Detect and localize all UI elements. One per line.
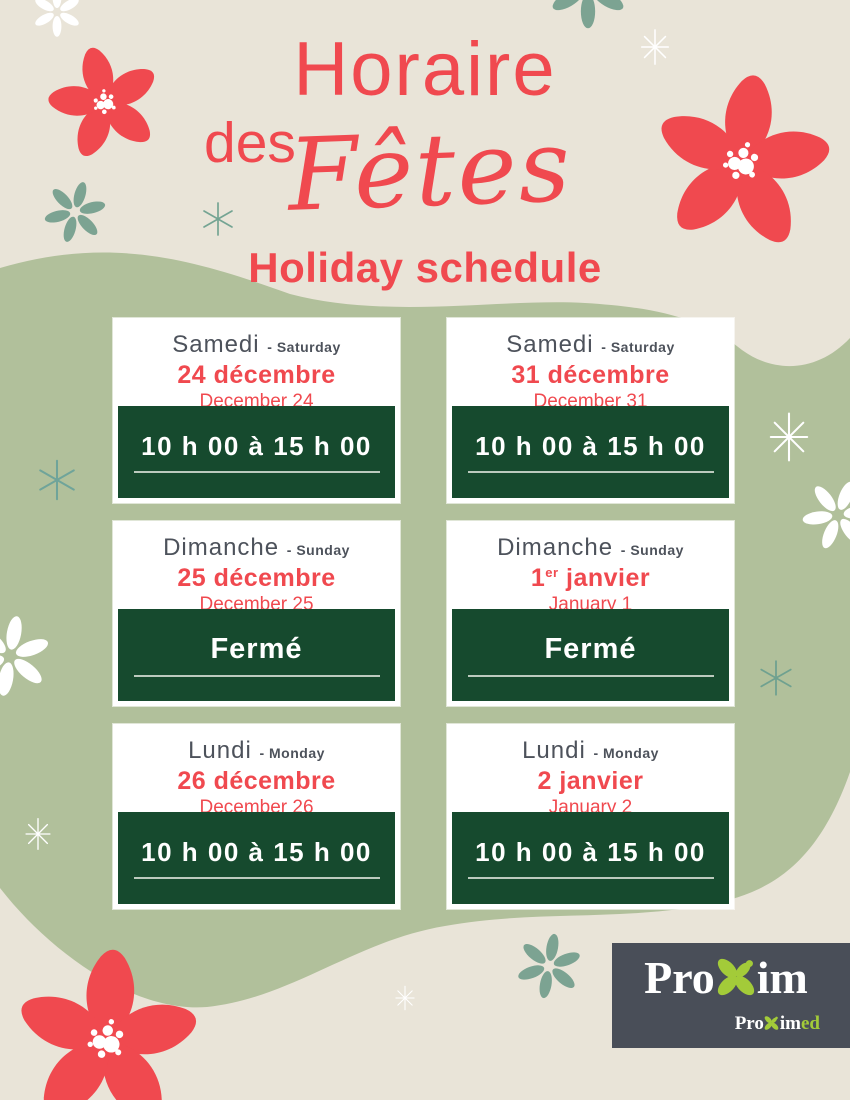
hours-text: 10 h 00 à 15 h 00 bbox=[475, 431, 706, 461]
day-fr: Lundi bbox=[188, 737, 252, 764]
schedule-card-jan1: Dimanche - Sunday 1er janvier January 1 … bbox=[447, 521, 734, 706]
teal-flower-bottom-center bbox=[512, 928, 586, 1004]
date-fr: 2 janvier bbox=[537, 767, 644, 795]
schedule-card-dec31: Samedi - Saturday 31 décembre December 3… bbox=[447, 318, 734, 503]
day-en: - Sunday bbox=[286, 542, 350, 558]
hours-text: Fermé bbox=[544, 633, 637, 665]
hours-panel: 10 h 00 à 15 h 00 bbox=[118, 812, 395, 904]
day-en: - Saturday bbox=[267, 339, 341, 355]
title-holiday-schedule: Holiday schedule bbox=[248, 244, 602, 291]
hours-underline bbox=[467, 471, 714, 473]
card-header: Dimanche - Sunday 25 décembre December 2… bbox=[113, 521, 400, 615]
date-fr: 24 décembre bbox=[177, 361, 336, 389]
hours-underline bbox=[467, 877, 714, 879]
hours-text: 10 h 00 à 15 h 00 bbox=[141, 837, 372, 867]
schedule-card-dec24: Samedi - Saturday 24 décembre December 2… bbox=[113, 318, 400, 503]
card-header: Lundi - Monday 2 janvier January 2 bbox=[447, 724, 734, 818]
day-fr: Dimanche bbox=[497, 534, 614, 561]
sub-logo-text-ed: ed bbox=[801, 1013, 820, 1034]
sub-logo-text-im: im bbox=[779, 1013, 801, 1034]
title-des: des bbox=[204, 111, 296, 175]
proxim-x-leaf-icon bbox=[717, 958, 754, 996]
hours-panel: Fermé bbox=[118, 609, 395, 701]
hours-underline bbox=[133, 471, 380, 473]
proximed-wordmark: Pro im ed bbox=[735, 1013, 820, 1035]
date-fr: 1er janvier bbox=[530, 564, 651, 592]
day-en: - Monday bbox=[593, 745, 659, 761]
day-fr: Samedi bbox=[172, 331, 260, 358]
hours-panel: 10 h 00 à 15 h 00 bbox=[452, 812, 729, 904]
card-header: Dimanche - Sunday 1er janvier January 1 bbox=[447, 521, 734, 615]
teal-sparkle-top-left bbox=[203, 202, 233, 236]
hours-underline bbox=[133, 675, 380, 677]
logo-text-pro: Pro bbox=[644, 952, 715, 1003]
teal-flower-top-left bbox=[38, 174, 112, 250]
proxim-wordmark: Pro im bbox=[612, 955, 840, 1001]
schedule-card-dec25: Dimanche - Sunday 25 décembre December 2… bbox=[113, 521, 400, 706]
day-en: - Saturday bbox=[601, 339, 675, 355]
sub-logo-text-pro: Pro bbox=[734, 1013, 764, 1034]
hours-text: Fermé bbox=[210, 633, 303, 665]
card-header: Lundi - Monday 26 décembre December 26 bbox=[113, 724, 400, 818]
day-label: Samedi - Saturday bbox=[113, 331, 400, 359]
card-header: Samedi - Saturday 31 décembre December 3… bbox=[447, 318, 734, 412]
proxim-logo-box: Pro im Pro bbox=[612, 943, 850, 1048]
hours-panel: 10 h 00 à 15 h 00 bbox=[452, 406, 729, 498]
logo-text-im: im bbox=[756, 952, 808, 1003]
date-fr: 25 décembre bbox=[177, 564, 336, 592]
day-en: - Sunday bbox=[620, 542, 684, 558]
day-label: Lundi - Monday bbox=[447, 737, 734, 765]
day-en: - Monday bbox=[259, 745, 325, 761]
day-fr: Lundi bbox=[522, 737, 586, 764]
day-label: Dimanche - Sunday bbox=[447, 534, 734, 562]
hours-underline bbox=[467, 675, 714, 677]
day-fr: Samedi bbox=[506, 331, 594, 358]
title-horaire: Horaire bbox=[293, 27, 557, 112]
day-label: Lundi - Monday bbox=[113, 737, 400, 765]
hours-panel: Fermé bbox=[452, 609, 729, 701]
hours-panel: 10 h 00 à 15 h 00 bbox=[118, 406, 395, 498]
hours-underline bbox=[133, 877, 380, 879]
schedule-card-jan2: Lundi - Monday 2 janvier January 2 10 h … bbox=[447, 724, 734, 909]
day-label: Dimanche - Sunday bbox=[113, 534, 400, 562]
hours-text: 10 h 00 à 15 h 00 bbox=[475, 837, 706, 867]
day-fr: Dimanche bbox=[163, 534, 280, 561]
schedule-card-dec26: Lundi - Monday 26 décembre December 26 1… bbox=[113, 724, 400, 909]
proximed-x-leaf-icon bbox=[765, 1016, 779, 1030]
date-fr: 31 décembre bbox=[511, 361, 670, 389]
teal-flower-top-center bbox=[549, 0, 627, 29]
day-label: Samedi - Saturday bbox=[447, 331, 734, 359]
card-header: Samedi - Saturday 24 décembre December 2… bbox=[113, 318, 400, 412]
hours-text: 10 h 00 à 15 h 00 bbox=[141, 431, 372, 461]
title-fetes: Fêtes bbox=[286, 107, 574, 234]
date-fr: 26 décembre bbox=[177, 767, 336, 795]
white-sparkle-bottom-center bbox=[395, 985, 415, 1011]
